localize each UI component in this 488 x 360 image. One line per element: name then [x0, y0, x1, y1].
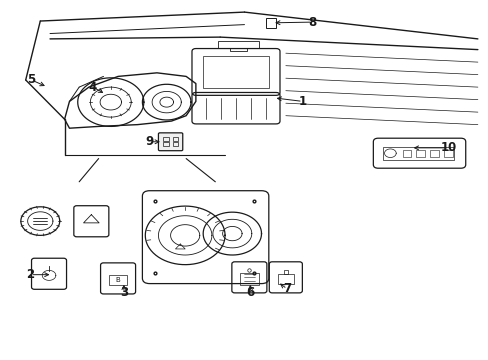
Bar: [415, 150, 424, 157]
Bar: [229, 48, 246, 51]
Bar: [382, 147, 453, 159]
Text: B: B: [116, 277, 120, 283]
FancyBboxPatch shape: [158, 133, 183, 151]
Bar: [402, 150, 410, 157]
Bar: [443, 150, 452, 157]
Bar: [266, 18, 276, 28]
Bar: [172, 138, 178, 141]
Text: 7: 7: [283, 283, 291, 296]
Bar: [239, 273, 259, 285]
Text: 6: 6: [245, 286, 254, 299]
Text: 1: 1: [298, 95, 306, 108]
Text: 5: 5: [27, 73, 36, 86]
Text: 9: 9: [145, 135, 154, 148]
Bar: [278, 274, 293, 284]
Text: 8: 8: [308, 15, 316, 28]
Bar: [429, 150, 438, 157]
Bar: [217, 41, 259, 48]
Bar: [203, 57, 268, 88]
Bar: [109, 275, 126, 285]
Bar: [163, 138, 168, 141]
Bar: [163, 143, 168, 146]
Text: 10: 10: [440, 141, 456, 154]
Text: 4: 4: [88, 81, 97, 94]
Bar: [172, 143, 178, 146]
Text: 2: 2: [26, 268, 35, 281]
Text: 3: 3: [120, 286, 128, 299]
